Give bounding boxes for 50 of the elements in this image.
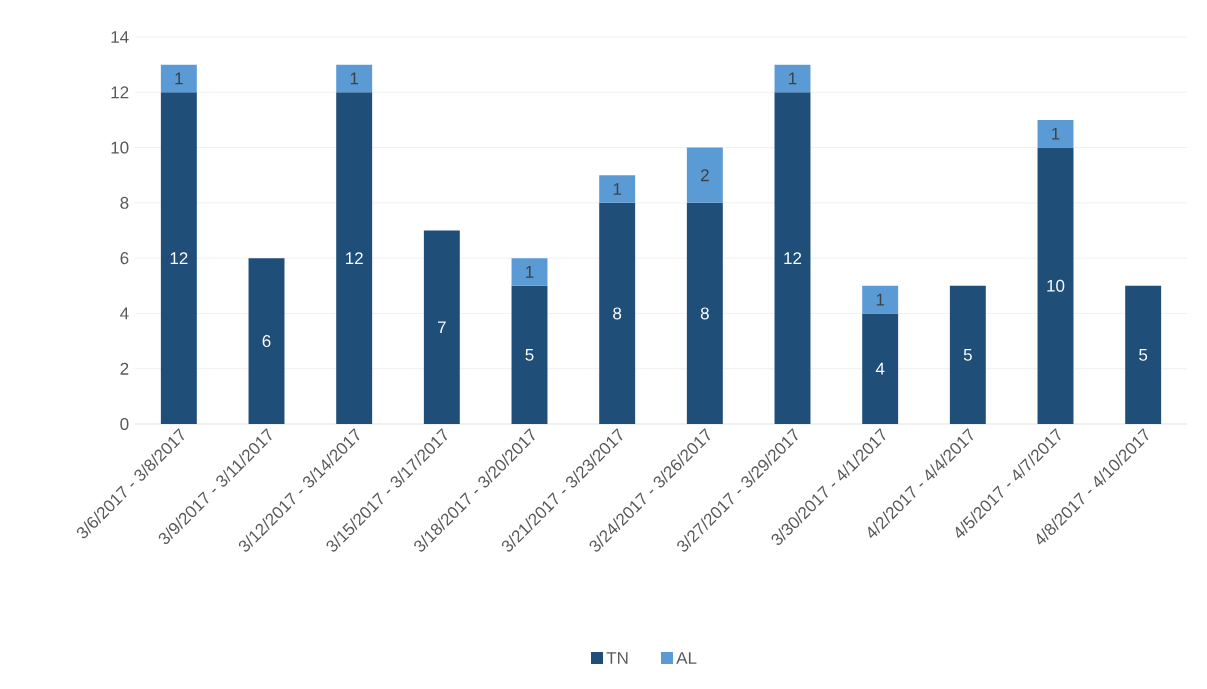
data-label: 1 (1052, 127, 1060, 140)
y-tick-label: 0 (120, 417, 129, 431)
y-tick-label: 8 (120, 196, 129, 209)
bar (336, 92, 373, 424)
data-label: 5 (1139, 348, 1148, 361)
data-label: 12 (346, 252, 363, 265)
bar (248, 258, 285, 424)
bar (599, 202, 636, 424)
bar (774, 64, 811, 93)
bar (862, 285, 899, 314)
data-label: 8 (700, 307, 709, 320)
data-label: 1 (175, 72, 183, 85)
data-label: 2 (700, 169, 709, 182)
bar (1037, 147, 1074, 424)
legend-label: AL (676, 652, 697, 664)
bar (1037, 119, 1074, 148)
bar (686, 147, 723, 203)
data-label: 5 (525, 348, 534, 361)
bar (423, 230, 460, 424)
data-label: 1 (350, 72, 359, 85)
bar (160, 64, 197, 93)
y-tick-label: 10 (111, 141, 129, 154)
data-label: 1 (526, 266, 534, 278)
bar (511, 285, 548, 424)
bar (1125, 285, 1162, 424)
data-label: 6 (262, 335, 271, 348)
data-label: 10 (1047, 279, 1065, 292)
data-label: 12 (784, 252, 802, 265)
bar (599, 175, 636, 203)
data-label: 1 (613, 183, 622, 195)
y-tick-label: 6 (120, 252, 129, 265)
bar (949, 285, 986, 424)
bar (774, 92, 811, 424)
y-tick-label: 2 (120, 362, 129, 375)
bar (336, 64, 373, 93)
data-label: 12 (170, 252, 188, 265)
y-tick-label: 4 (120, 307, 129, 320)
data-label: 4 (875, 362, 885, 375)
bar (862, 313, 899, 424)
bar (160, 92, 197, 424)
bar (686, 202, 723, 424)
y-tick-label: 14 (111, 31, 129, 43)
data-label: 1 (789, 72, 797, 85)
legend-label: TN (606, 652, 628, 664)
data-label: 7 (437, 321, 446, 334)
data-label: 5 (963, 348, 972, 361)
data-label: 1 (876, 293, 885, 306)
y-tick-label: 12 (111, 86, 129, 99)
data-label: 8 (613, 307, 622, 320)
bar (511, 258, 548, 286)
